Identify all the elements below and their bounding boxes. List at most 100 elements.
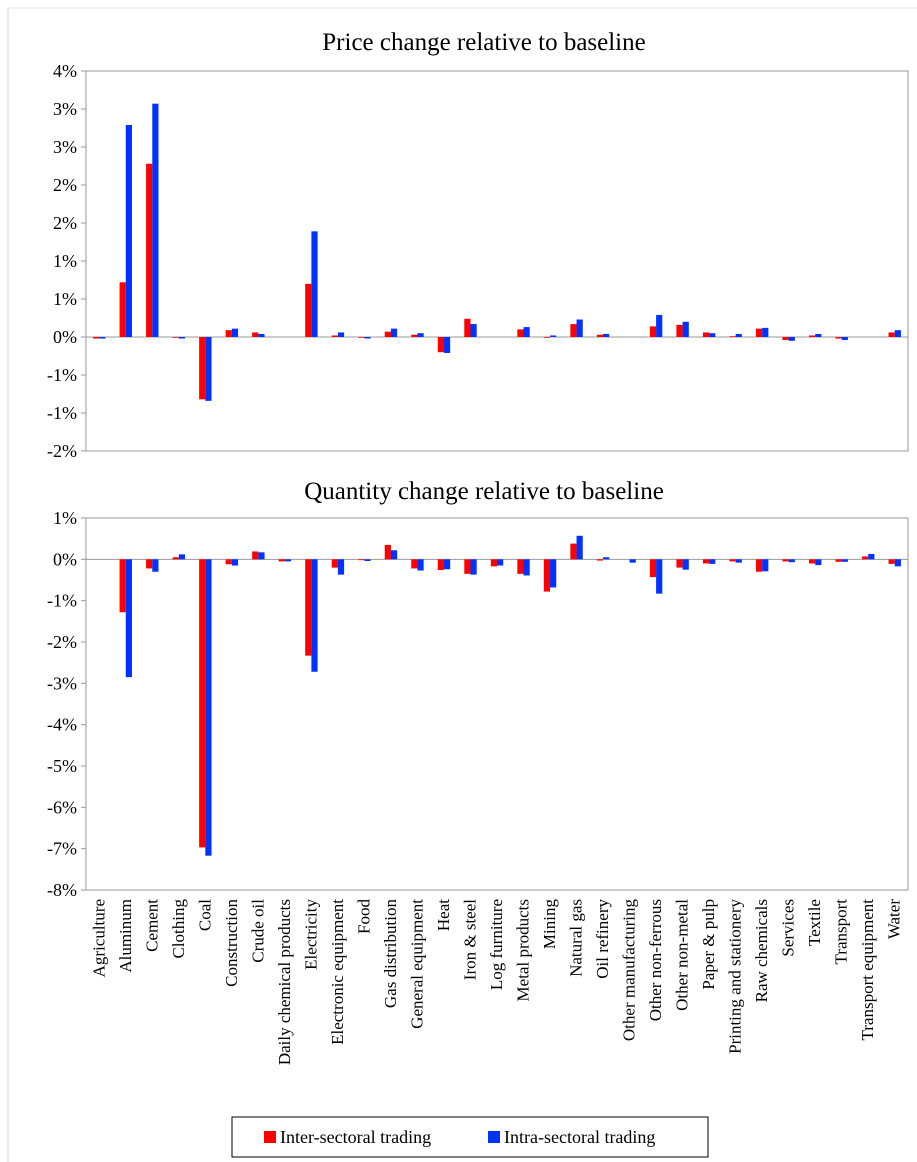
category-label: Services	[779, 899, 798, 957]
category-label: Clothing	[169, 899, 188, 959]
quantity-bar-intra	[762, 559, 769, 572]
category-label: Daily chemical products	[275, 899, 294, 1065]
quantity-bar-inter	[517, 559, 524, 574]
price-bar-inter	[782, 337, 789, 341]
price-bar-intra	[894, 330, 901, 337]
quantity-bar-intra	[390, 550, 398, 560]
category-label: Other manufacturing	[620, 899, 639, 1042]
price-y-tick-label: -1%	[47, 403, 77, 423]
quantity-bar-inter	[808, 559, 816, 564]
price-bar-intra	[788, 337, 795, 341]
category-label: Agriculture	[89, 899, 108, 977]
price-bar-inter	[172, 337, 179, 338]
quantity-bar-inter	[888, 559, 895, 564]
category-label: Electricity	[301, 899, 320, 970]
category-label: Electronic equipment	[328, 899, 347, 1045]
category-label: Printing and stationery	[726, 899, 745, 1054]
price-bar-inter	[305, 283, 312, 337]
price-bar-inter	[676, 324, 683, 337]
quantity-bar-intra	[576, 535, 583, 560]
quantity-y-tick-label: -8%	[47, 880, 77, 900]
category-label: Mining	[540, 899, 559, 950]
quantity-bar-intra	[337, 559, 345, 575]
quantity-bar-inter	[146, 559, 153, 569]
price-y-tick-label: -2%	[47, 441, 77, 461]
price-bar-intra	[205, 337, 212, 401]
quantity-y-tick-label: -7%	[47, 839, 77, 859]
quantity-bar-intra	[735, 559, 742, 563]
category-label: Paper & pulp	[699, 899, 718, 990]
quantity-bar-inter	[862, 556, 869, 560]
price-bar-intra	[470, 324, 477, 337]
quantity-bar-intra	[284, 559, 292, 562]
price-bar-intra	[152, 103, 159, 338]
quantity-y-tick-label: 0%	[53, 549, 77, 569]
price-bar-inter	[119, 282, 126, 337]
quantity-bar-intra	[231, 559, 239, 566]
quantity-bar-intra	[364, 559, 371, 561]
price-bar-inter	[517, 329, 524, 337]
quantity-bar-inter	[570, 543, 577, 560]
category-label: Natural gas	[567, 899, 586, 977]
price-bar-intra	[337, 332, 345, 337]
price-bar-inter	[702, 332, 710, 337]
category-label: Other non-metal	[673, 899, 692, 1011]
quantity-bar-inter	[755, 559, 763, 572]
quantity-bar-inter	[649, 559, 657, 578]
quantity-bar-inter	[331, 559, 338, 568]
category-label: Transport equipment	[858, 899, 877, 1041]
quantity-bar-inter	[596, 559, 604, 561]
price-bar-intra	[550, 335, 557, 337]
quantity-bar-inter	[464, 559, 471, 574]
quantity-bar-intra	[417, 559, 424, 571]
quantity-bar-intra	[178, 554, 186, 560]
category-label: Transport	[832, 899, 851, 965]
quantity-bar-intra	[125, 559, 132, 678]
price-y-tick-label: 3%	[53, 99, 77, 119]
quantity-bar-intra	[868, 553, 875, 560]
price-bar-inter	[199, 337, 206, 400]
price-bar-intra	[231, 328, 239, 337]
category-label: Raw chemicals	[752, 899, 771, 1002]
quantity-bar-inter	[543, 559, 551, 592]
quantity-bar-intra	[894, 559, 901, 567]
quantity-plot: 1% 0% -1% -2% -3% -4% -5% -6% -7% -8%	[47, 508, 909, 900]
quantity-chart-title: Quantity change relative to baseline	[304, 478, 664, 505]
quantity-bar-inter	[199, 559, 206, 848]
quantity-bar-intra	[443, 559, 451, 570]
price-bar-inter	[649, 326, 657, 337]
price-bar-inter	[888, 332, 895, 337]
price-bar-inter	[543, 337, 551, 338]
quantity-bar-intra	[682, 559, 689, 570]
quantity-bar-intra	[629, 559, 636, 563]
quantity-bar-intra	[311, 559, 318, 672]
price-bar-intra	[125, 124, 132, 338]
price-bar-inter	[146, 163, 153, 337]
category-label: Water	[885, 899, 904, 939]
price-bar-inter	[464, 318, 471, 337]
quantity-y-tick-label: -1%	[47, 591, 77, 611]
quantity-bar-intra	[788, 559, 795, 563]
price-bar-inter	[93, 337, 100, 339]
quantity-bar-inter	[437, 559, 444, 571]
quantity-bar-intra	[470, 559, 477, 575]
price-bar-intra	[656, 314, 663, 337]
category-labels: Agriculture Aluminum Cement Clothing Coal Con…	[89, 899, 903, 1066]
quantity-bar-inter	[835, 559, 842, 562]
category-label: Textile	[805, 899, 824, 946]
category-label: Food	[354, 899, 373, 934]
quantity-y-tick-label: -5%	[47, 756, 77, 776]
category-label: Aluminum	[116, 899, 135, 973]
quantity-bar-inter	[172, 557, 179, 560]
price-bar-inter	[252, 332, 259, 337]
category-label: Construction	[222, 899, 241, 987]
price-bar-inter	[835, 337, 842, 339]
quantity-bar-inter	[384, 544, 391, 560]
price-bar-intra	[576, 319, 583, 337]
price-bar-inter	[411, 334, 418, 337]
legend-swatch-intra	[488, 1131, 500, 1143]
quantity-y-tick-label: -3%	[47, 673, 77, 693]
price-y-tick-label: -1%	[47, 365, 77, 385]
